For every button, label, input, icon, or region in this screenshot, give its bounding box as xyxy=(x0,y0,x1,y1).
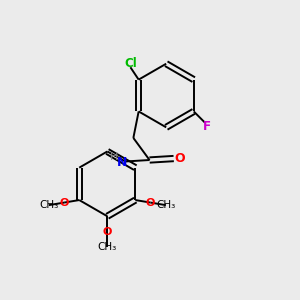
Text: O: O xyxy=(175,152,185,165)
Text: N: N xyxy=(117,156,127,169)
Text: F: F xyxy=(202,120,210,133)
Text: Cl: Cl xyxy=(124,57,137,70)
Text: H: H xyxy=(110,152,118,162)
Text: O: O xyxy=(146,198,155,208)
Text: CH₃: CH₃ xyxy=(39,200,58,210)
Text: O: O xyxy=(103,226,112,237)
Text: CH₃: CH₃ xyxy=(98,242,117,252)
Text: CH₃: CH₃ xyxy=(156,200,176,210)
Text: O: O xyxy=(59,198,69,208)
